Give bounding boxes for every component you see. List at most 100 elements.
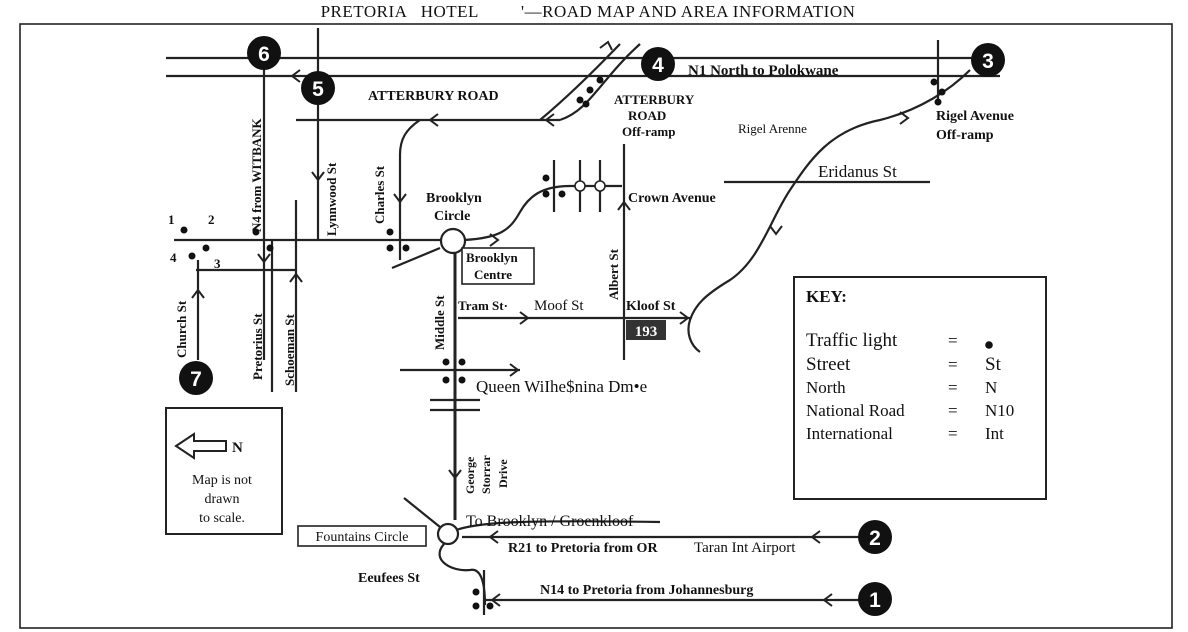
kloof-number: 193 bbox=[635, 324, 658, 340]
to-brooklyn-road bbox=[455, 520, 661, 532]
north-box bbox=[165, 407, 283, 535]
to-brooklyn-label: To Brooklyn / Groenkloof bbox=[466, 513, 634, 530]
arrow-n1 bbox=[290, 69, 301, 83]
marker-label: 3 bbox=[982, 50, 994, 73]
key-box bbox=[793, 276, 1047, 500]
traffic-light bbox=[486, 602, 494, 610]
corner-number: 3 bbox=[214, 256, 221, 271]
atterbury-offramp bbox=[559, 43, 641, 122]
arrow-n4 bbox=[257, 253, 271, 264]
fountains-slant bbox=[403, 497, 441, 528]
key-traffic-light-icon bbox=[985, 341, 993, 349]
schoeman-label: Schoeman St bbox=[282, 313, 297, 386]
key-label: Street bbox=[806, 354, 851, 375]
r21-label: R21 to Pretoria from OR bbox=[508, 541, 658, 556]
corner-number: 1 bbox=[168, 212, 175, 227]
arrow-n14-b bbox=[822, 593, 833, 607]
eeufees-road bbox=[438, 543, 487, 606]
arrow-rigel bbox=[769, 225, 783, 236]
key-eq: = bbox=[948, 424, 958, 443]
corner-number: 2 bbox=[208, 212, 215, 227]
brooklyn-centre-box bbox=[461, 247, 535, 285]
moof-label: Moof St bbox=[534, 298, 584, 314]
north-box-line3: to scale. bbox=[199, 511, 245, 526]
key-value: N10 bbox=[985, 401, 1014, 420]
marker-label: 5 bbox=[312, 78, 324, 101]
arrow-kloof bbox=[679, 311, 690, 325]
traffic-light bbox=[542, 190, 550, 198]
marker-6: 6 bbox=[247, 36, 281, 70]
arrow-r21-b bbox=[810, 530, 821, 544]
george-storrar-line1: George bbox=[463, 456, 477, 494]
traffic-light bbox=[596, 76, 604, 84]
arrow-church bbox=[191, 288, 205, 299]
lynnwood-label: Lynnwood St bbox=[324, 162, 339, 236]
key-value: N bbox=[985, 378, 997, 397]
arrow-n14 bbox=[490, 593, 501, 607]
rigel-offramp-line1: Rigel Avenue bbox=[936, 109, 1014, 124]
arrow-charles bbox=[393, 193, 407, 204]
arrow-schoeman bbox=[289, 272, 303, 283]
kloof-number-badge bbox=[626, 320, 666, 340]
crown-avenue-label: Crown Avenue bbox=[628, 191, 716, 206]
traffic-light bbox=[472, 588, 480, 596]
key-heading: KEY: bbox=[806, 287, 847, 306]
middle-label: Middle St bbox=[432, 295, 447, 350]
atterbury-offramp-line2: ROAD bbox=[628, 108, 666, 123]
arrow-middle bbox=[448, 469, 462, 480]
arrow-albert bbox=[617, 200, 631, 211]
n1-label: N1 North to Polokwane bbox=[688, 63, 839, 79]
marker-5: 5 bbox=[301, 71, 335, 105]
arrow-offramp bbox=[599, 40, 613, 51]
traffic-light bbox=[386, 244, 394, 252]
marker-4: 4 bbox=[641, 47, 675, 81]
marker-label: 2 bbox=[869, 527, 881, 550]
traffic-light bbox=[558, 190, 566, 198]
fountains-circle bbox=[436, 522, 460, 546]
george-storrar-line3: Drive bbox=[496, 459, 510, 488]
key-eq: = bbox=[948, 401, 958, 420]
church-label: Church St bbox=[174, 300, 189, 358]
traffic-light bbox=[386, 228, 394, 236]
traffic-light bbox=[576, 96, 584, 104]
corner-number: 4 bbox=[170, 250, 177, 265]
kloof-label: Kloof St bbox=[626, 299, 676, 314]
key-eq: = bbox=[948, 331, 958, 350]
atterbury-offramp-line1: ATTERBURY bbox=[614, 92, 695, 107]
traffic-light bbox=[458, 358, 466, 366]
key-eq: = bbox=[948, 355, 958, 374]
eridanus-label: Eridanus St bbox=[818, 162, 897, 181]
atterbury-road-label: ATTERBURY ROAD bbox=[368, 89, 499, 104]
traffic-light bbox=[458, 376, 466, 384]
charles-slant bbox=[391, 246, 441, 270]
marker-2: 2 bbox=[858, 520, 892, 554]
traffic-lights bbox=[180, 76, 946, 610]
n4-label: N4 from WITBANK bbox=[249, 117, 264, 232]
arrow-r21 bbox=[488, 530, 499, 544]
marker-label: 1 bbox=[869, 589, 881, 612]
key-eq: = bbox=[948, 378, 958, 397]
traffic-light bbox=[934, 98, 942, 106]
marker-label: 7 bbox=[190, 368, 202, 391]
key-label: North bbox=[806, 378, 846, 397]
traffic-light-hollow bbox=[574, 180, 586, 192]
arrow-queen bbox=[509, 363, 520, 377]
marker-1: 1 bbox=[858, 582, 892, 616]
arrow-atterbury bbox=[544, 113, 555, 127]
george-storrar-line2: Storrar bbox=[479, 455, 493, 494]
arrow-lynnwood bbox=[311, 171, 325, 182]
traffic-light bbox=[582, 100, 590, 108]
traffic-light bbox=[188, 252, 196, 260]
marker-3: 3 bbox=[971, 43, 1005, 77]
key-value: Int bbox=[985, 424, 1004, 443]
rigel-avenue-label: Rigel Arenne bbox=[738, 121, 807, 136]
key-label: Traffic light bbox=[806, 330, 898, 351]
arrow-brooklyn-circle bbox=[489, 233, 500, 247]
albert-label: Albert St bbox=[606, 248, 621, 300]
key-label: National Road bbox=[806, 401, 905, 420]
traffic-light-hollow bbox=[594, 180, 606, 192]
brooklyn-circle-line1: Brooklyn bbox=[426, 191, 482, 206]
rigel-offramp-line2: Off-ramp bbox=[936, 128, 994, 143]
arrow-atterbury-b bbox=[428, 113, 439, 127]
